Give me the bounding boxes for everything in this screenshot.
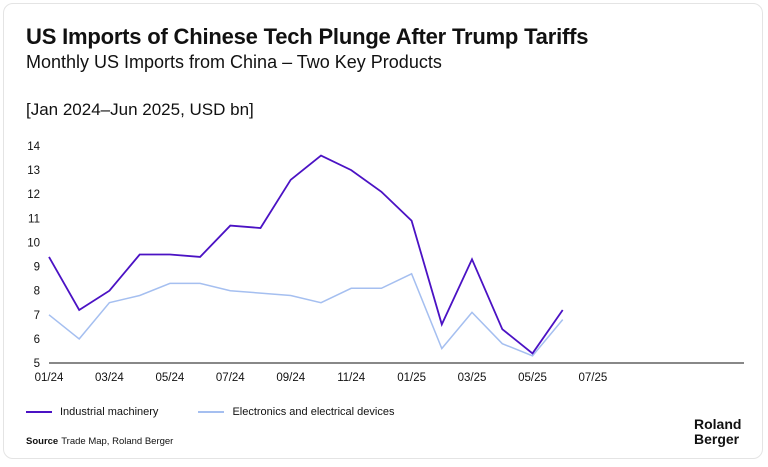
x-tick-label: 01/25 <box>397 372 426 384</box>
x-tick-label: 03/25 <box>458 372 487 384</box>
chart-subtitle: Monthly US Imports from China – Two Key … <box>26 52 442 72</box>
y-tick-label: 13 <box>27 165 40 177</box>
y-tick-label: 7 <box>34 310 40 322</box>
y-tick-label: 12 <box>27 189 40 201</box>
roland-berger-logo: Roland Berger <box>694 417 741 447</box>
y-tick-label: 6 <box>34 334 40 346</box>
x-tick-label: 01/24 <box>35 372 64 384</box>
source-text: Trade Map, Roland Berger <box>61 436 174 447</box>
y-tick-label: 14 <box>27 141 40 153</box>
line-chart: 5 6 7 8 9 10 11 12 13 14 01/24 03/24 05/24 07/24 09/24… <box>27 141 744 384</box>
legend-label-electronics: Electronics and electrical devices <box>232 406 395 418</box>
legend-swatch-industrial-machinery <box>26 411 52 413</box>
source-label: Source <box>26 436 59 447</box>
series-line-electronics <box>48 272 564 357</box>
chart-period: [Jan 2024–Jun 2025, USD bn] <box>26 100 254 119</box>
y-tick-label: 10 <box>27 237 40 249</box>
x-tick-label: 05/25 <box>518 372 547 384</box>
y-tick-label: 11 <box>28 213 40 225</box>
logo-line-1: Roland <box>694 416 742 432</box>
legend-item-electronics: Electronics and electrical devices <box>198 406 394 418</box>
source-note: Source Trade Map, Roland Berger <box>26 436 173 447</box>
legend-label-industrial-machinery: Industrial machinery <box>60 406 159 418</box>
x-tick-label: 03/24 <box>95 372 124 384</box>
x-tick-label: 11/24 <box>337 372 366 384</box>
series-line-industrial-machinery <box>48 154 564 355</box>
y-tick-label: 9 <box>34 262 40 274</box>
chart-title: US Imports of Chinese Tech Plunge After … <box>26 24 589 49</box>
legend: Industrial machinery Electronics and ele… <box>26 406 434 418</box>
x-tick-label: 09/24 <box>276 372 305 384</box>
chart-card: US Imports of Chinese Tech Plunge After … <box>3 3 763 459</box>
x-tick-label: 07/24 <box>216 372 245 384</box>
logo-line-2: Berger <box>694 431 740 447</box>
y-tick-label: 8 <box>34 286 40 298</box>
legend-item-industrial-machinery: Industrial machinery <box>26 406 158 418</box>
x-tick-label: 07/25 <box>579 372 608 384</box>
x-tick-label: 05/24 <box>155 372 184 384</box>
y-tick-label: 5 <box>34 358 40 370</box>
legend-swatch-electronics <box>198 411 225 413</box>
